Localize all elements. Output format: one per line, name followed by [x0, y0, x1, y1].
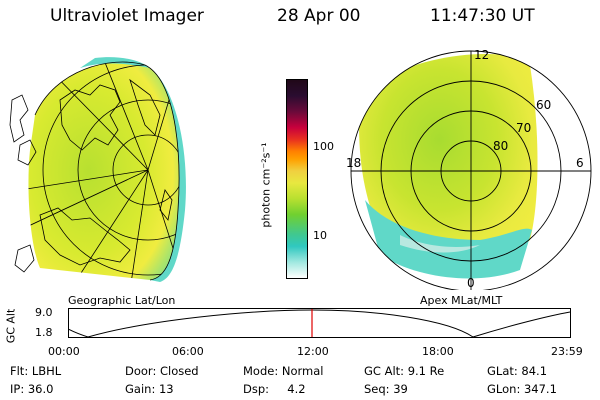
altitude-curve: [68, 309, 571, 338]
altitude-xtick-1200: 12:00: [297, 345, 329, 358]
altitude-xtick-2359: 23:59: [551, 345, 583, 358]
altitude-plot-frame: [68, 308, 571, 338]
polar-mlt-labels: 12 18 6 0: [346, 48, 584, 290]
geo-panel-caption: Geographic Lat/Lon: [68, 294, 176, 307]
lat-label-60: 60: [536, 98, 551, 112]
lat-label-80: 80: [493, 139, 508, 153]
mlt-label-6: 6: [576, 156, 584, 170]
info-flt: Flt: LBHL: [10, 364, 62, 378]
image-date: 28 Apr 00: [277, 6, 361, 26]
colorbar-unit-label: photon cm⁻²s⁻¹: [259, 142, 273, 228]
image-time: 11:47:30 UT: [430, 6, 535, 26]
altitude-xtick-0000: 00:00: [48, 345, 80, 358]
info-glon: GLon: 347.1: [487, 382, 557, 396]
geographic-image-panel: [9, 57, 186, 282]
altitude-ytick-high: 9.0: [35, 306, 53, 319]
geo-emission-fill: [28, 57, 186, 282]
polar-grid: [350, 50, 592, 290]
colorbar-tick-100: 100: [313, 140, 334, 153]
info-gcalt: GC Alt: 9.1 Re: [364, 364, 445, 378]
mlt-label-18: 18: [346, 156, 361, 170]
info-mode: Mode: Normal: [243, 364, 324, 378]
altitude-ytick-low: 1.8: [35, 326, 53, 339]
polar-image-panel: 12 18 6 0 60 70 80: [346, 48, 592, 290]
geo-coastlines: [9, 78, 173, 273]
info-dsp: Dsp: 4.2: [243, 382, 306, 396]
info-glat: GLat: 84.1: [487, 364, 548, 378]
image-title: Ultraviolet Imager: [50, 6, 204, 26]
altitude-xtick-1800: 18:00: [422, 345, 454, 358]
altitude-ylabel: GC Alt: [4, 308, 18, 344]
info-seq: Seq: 39: [364, 382, 408, 396]
altitude-plot: [68, 308, 571, 338]
polar-panel-caption: Apex MLat/MLT: [420, 294, 503, 307]
polar-emission-fill: [359, 54, 538, 279]
mlt-label-12: 12: [474, 48, 489, 62]
info-gain: Gain: 13: [125, 382, 174, 396]
altitude-xtick-0600: 06:00: [172, 345, 204, 358]
info-door: Door: Closed: [125, 364, 199, 378]
colorbar-tick-10: 10: [313, 229, 327, 242]
lat-label-70: 70: [516, 121, 531, 135]
colorbar: [286, 79, 308, 279]
mlt-label-0: 0: [467, 276, 475, 290]
polar-lat-labels: 60 70 80: [493, 98, 551, 153]
info-ip: IP: 36.0: [10, 382, 54, 396]
